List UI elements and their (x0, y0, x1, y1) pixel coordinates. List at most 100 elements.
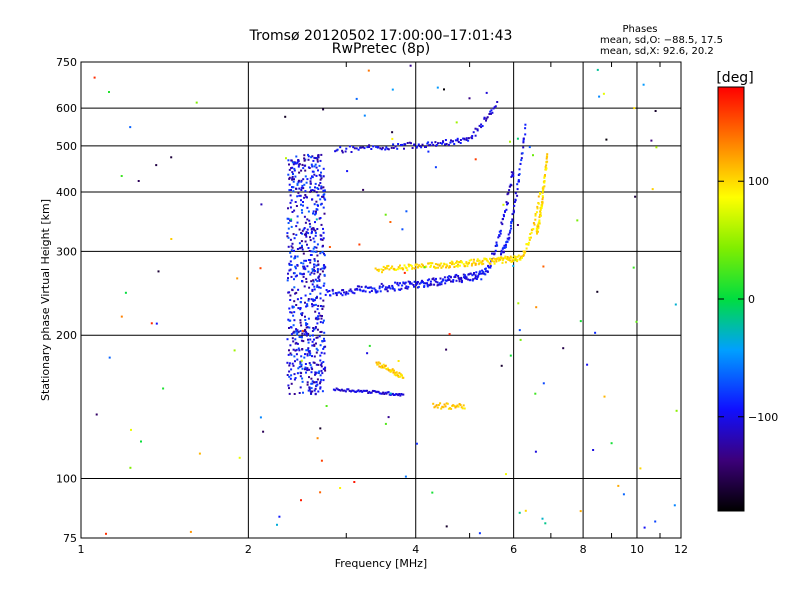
data-point (481, 263, 484, 266)
data-point (311, 344, 314, 347)
data-point (532, 228, 535, 230)
data-point (162, 387, 165, 390)
data-point (430, 264, 432, 267)
data-point (465, 138, 468, 141)
data-point (519, 338, 522, 341)
data-point (368, 390, 371, 393)
data-point (309, 352, 312, 355)
data-point (598, 95, 601, 98)
data-point (404, 143, 407, 146)
data-point (537, 227, 540, 230)
data-point (296, 221, 299, 224)
data-point (301, 312, 304, 315)
data-point (319, 321, 322, 324)
data-point (334, 150, 337, 153)
data-point (314, 186, 316, 189)
data-point (436, 86, 439, 89)
data-point (305, 259, 307, 262)
data-point (430, 283, 433, 286)
data-point (441, 265, 444, 268)
data-point (654, 110, 657, 112)
data-point (302, 391, 304, 394)
data-point (288, 264, 291, 266)
data-point (617, 484, 620, 487)
data-point (295, 329, 298, 332)
data-point (431, 262, 434, 265)
data-point (384, 148, 387, 151)
data-point (319, 491, 322, 494)
data-point (402, 268, 404, 271)
data-point (467, 137, 470, 140)
data-point (442, 279, 445, 281)
data-point (304, 319, 307, 321)
data-point (516, 194, 519, 197)
data-point (409, 281, 411, 284)
data-point (381, 286, 384, 289)
data-point (319, 203, 322, 206)
data-point (332, 388, 335, 391)
data-point (605, 138, 608, 141)
chart-title: Tromsø 20120502 17:00:00–17:01:43 (249, 28, 513, 44)
data-point (297, 165, 300, 168)
data-point (439, 142, 442, 144)
data-point (288, 163, 290, 166)
data-point (301, 380, 304, 383)
data-point (406, 269, 409, 272)
data-point (302, 187, 305, 190)
data-point (381, 392, 383, 395)
data-point (513, 210, 515, 213)
data-point (491, 258, 493, 261)
data-point (319, 182, 322, 184)
data-point (300, 355, 303, 358)
data-point (286, 374, 289, 376)
data-point (394, 281, 397, 284)
data-point (421, 281, 424, 283)
data-point (108, 356, 111, 359)
data-point (489, 264, 492, 267)
data-point (457, 141, 460, 143)
data-point (129, 126, 132, 129)
data-point (336, 388, 339, 391)
data-point (421, 143, 424, 146)
data-point (297, 191, 300, 194)
data-point (313, 173, 316, 176)
data-point (294, 338, 297, 341)
data-point (293, 249, 295, 252)
data-point (403, 271, 406, 274)
data-point (507, 192, 510, 195)
data-point (298, 228, 301, 231)
data-point (351, 389, 354, 392)
data-point (292, 331, 295, 334)
data-point (324, 293, 327, 296)
data-point (315, 264, 318, 267)
data-point (157, 270, 160, 273)
data-point (313, 361, 316, 364)
data-point (416, 266, 419, 269)
data-point (293, 373, 296, 376)
data-point (294, 175, 297, 178)
data-point (306, 383, 309, 386)
data-point (295, 328, 298, 331)
data-point (501, 223, 504, 226)
data-point (321, 340, 324, 342)
data-point (453, 404, 456, 407)
data-point (293, 178, 295, 181)
data-point (314, 250, 317, 253)
data-point (435, 277, 437, 280)
colorbar-label: [deg] (716, 70, 753, 86)
data-point (302, 228, 305, 231)
data-point (441, 142, 443, 145)
data-point (375, 361, 378, 364)
data-point (305, 277, 308, 280)
data-point (385, 288, 388, 291)
data-point (319, 359, 322, 362)
data-point (496, 101, 499, 103)
data-point (445, 279, 448, 282)
data-point (299, 272, 302, 275)
data-point (311, 268, 314, 271)
data-point (396, 373, 399, 376)
data-point (310, 382, 313, 385)
data-point (348, 389, 351, 392)
data-point (489, 258, 492, 261)
data-point (295, 348, 298, 351)
